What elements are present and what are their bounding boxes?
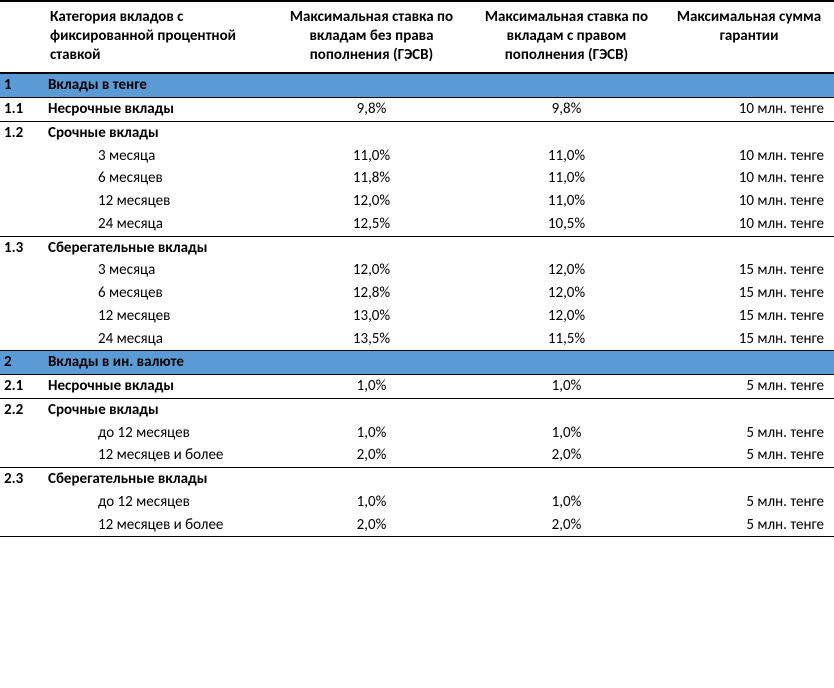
section-row: 1 Вклады в тенге <box>0 73 834 97</box>
group-num: 2.3 <box>0 468 44 491</box>
rate-no-topup: 11,8% <box>274 167 469 190</box>
guarantee: 15 млн. тенге <box>664 282 834 305</box>
header-row: Категория вкладов с фиксированной процен… <box>0 1 834 73</box>
data-row: 24 месяца 13,5% 11,5% 15 млн. тенге <box>0 328 834 351</box>
term: 12 месяцев <box>44 305 274 328</box>
guarantee: 5 млн. тенге <box>664 514 834 537</box>
section-num: 1 <box>0 73 44 97</box>
term: 24 месяца <box>44 213 274 236</box>
rate-topup: 11,0% <box>469 145 664 168</box>
rate-topup: 10,5% <box>469 213 664 236</box>
section-row: 2 Вклады в ин. валюте <box>0 351 834 375</box>
guarantee: 5 млн. тенге <box>664 444 834 467</box>
group-num: 2.2 <box>0 398 44 421</box>
rate-topup: 2,0% <box>469 514 664 537</box>
rate-no-topup: 13,0% <box>274 305 469 328</box>
rate-no-topup: 12,5% <box>274 213 469 236</box>
rate-topup: 12,0% <box>469 305 664 328</box>
rate-topup: 11,5% <box>469 328 664 351</box>
data-row: 6 месяцев 11,8% 11,0% 10 млн. тенге <box>0 167 834 190</box>
guarantee: 10 млн. тенге <box>664 190 834 213</box>
guarantee: 15 млн. тенге <box>664 305 834 328</box>
rate-no-topup: 11,0% <box>274 145 469 168</box>
rate-no-topup: 1,0% <box>274 491 469 514</box>
term: 3 месяца <box>44 145 274 168</box>
term: 12 месяцев <box>44 190 274 213</box>
group-title: Сберегательные вклады <box>44 468 274 491</box>
data-row: до 12 месяцев 1,0% 1,0% 5 млн. тенге <box>0 422 834 445</box>
rate-no-topup: 9,8% <box>274 98 469 122</box>
group-num: 1.1 <box>0 98 44 122</box>
rate-topup: 11,0% <box>469 190 664 213</box>
group-row: 1.1 Несрочные вклады 9,8% 9,8% 10 млн. т… <box>0 98 834 122</box>
rate-topup: 11,0% <box>469 167 664 190</box>
group-row: 1.2 Срочные вклады <box>0 121 834 144</box>
rate-topup: 9,8% <box>469 98 664 122</box>
rate-topup: 12,0% <box>469 259 664 282</box>
guarantee: 5 млн. тенге <box>664 375 834 399</box>
group-row: 2.2 Срочные вклады <box>0 398 834 421</box>
rate-no-topup: 13,5% <box>274 328 469 351</box>
group-title: Сберегательные вклады <box>44 236 274 259</box>
header-num <box>0 1 44 73</box>
term: 3 месяца <box>44 259 274 282</box>
data-row: 12 месяцев и более 2,0% 2,0% 5 млн. тенг… <box>0 514 834 537</box>
guarantee: 15 млн. тенге <box>664 259 834 282</box>
group-num: 1.2 <box>0 121 44 144</box>
deposit-rates-table: Категория вкладов с фиксированной процен… <box>0 0 834 537</box>
guarantee: 10 млн. тенге <box>664 167 834 190</box>
rate-no-topup: 1,0% <box>274 375 469 399</box>
term: 12 месяцев и более <box>44 514 274 537</box>
section-title: Вклады в ин. валюте <box>44 351 834 375</box>
term: 6 месяцев <box>44 167 274 190</box>
guarantee: 15 млн. тенге <box>664 328 834 351</box>
data-row: 12 месяцев 13,0% 12,0% 15 млн. тенге <box>0 305 834 328</box>
guarantee: 5 млн. тенге <box>664 422 834 445</box>
term: до 12 месяцев <box>44 422 274 445</box>
header-rate-topup: Максимальная ставка по вкладам с правом … <box>469 1 664 73</box>
group-row: 1.3 Сберегательные вклады <box>0 236 834 259</box>
header-rate-no-topup: Максимальная ставка по вкладам без права… <box>274 1 469 73</box>
term: 12 месяцев и более <box>44 444 274 467</box>
section-num: 2 <box>0 351 44 375</box>
rate-topup: 1,0% <box>469 375 664 399</box>
data-row: 3 месяца 12,0% 12,0% 15 млн. тенге <box>0 259 834 282</box>
group-title: Срочные вклады <box>44 121 274 144</box>
data-row: 12 месяцев и более 2,0% 2,0% 5 млн. тенг… <box>0 444 834 467</box>
group-num: 1.3 <box>0 236 44 259</box>
rate-no-topup: 2,0% <box>274 514 469 537</box>
data-row: 6 месяцев 12,8% 12,0% 15 млн. тенге <box>0 282 834 305</box>
rate-no-topup: 2,0% <box>274 444 469 467</box>
data-row: 3 месяца 11,0% 11,0% 10 млн. тенге <box>0 145 834 168</box>
table-body: 1 Вклады в тенге 1.1 Несрочные вклады 9,… <box>0 73 834 537</box>
group-row: 2.3 Сберегательные вклады <box>0 468 834 491</box>
term: до 12 месяцев <box>44 491 274 514</box>
section-title: Вклады в тенге <box>44 73 834 97</box>
group-num: 2.1 <box>0 375 44 399</box>
header-category: Категория вкладов с фиксированной процен… <box>44 1 274 73</box>
guarantee: 10 млн. тенге <box>664 98 834 122</box>
term: 24 месяца <box>44 328 274 351</box>
group-title: Несрочные вклады <box>44 375 274 399</box>
rate-topup: 2,0% <box>469 444 664 467</box>
guarantee: 10 млн. тенге <box>664 145 834 168</box>
rate-no-topup: 1,0% <box>274 422 469 445</box>
guarantee: 10 млн. тенге <box>664 213 834 236</box>
data-row: до 12 месяцев 1,0% 1,0% 5 млн. тенге <box>0 491 834 514</box>
rate-no-topup: 12,0% <box>274 259 469 282</box>
data-row: 12 месяцев 12,0% 11,0% 10 млн. тенге <box>0 190 834 213</box>
guarantee: 5 млн. тенге <box>664 491 834 514</box>
rate-topup: 12,0% <box>469 282 664 305</box>
group-title: Несрочные вклады <box>44 98 274 122</box>
header-guarantee: Максимальная сумма гарантии <box>664 1 834 73</box>
rate-topup: 1,0% <box>469 491 664 514</box>
group-title: Срочные вклады <box>44 398 274 421</box>
term: 6 месяцев <box>44 282 274 305</box>
data-row: 24 месяца 12,5% 10,5% 10 млн. тенге <box>0 213 834 236</box>
group-row: 2.1 Несрочные вклады 1,0% 1,0% 5 млн. те… <box>0 375 834 399</box>
rate-topup: 1,0% <box>469 422 664 445</box>
rate-no-topup: 12,8% <box>274 282 469 305</box>
rate-no-topup: 12,0% <box>274 190 469 213</box>
